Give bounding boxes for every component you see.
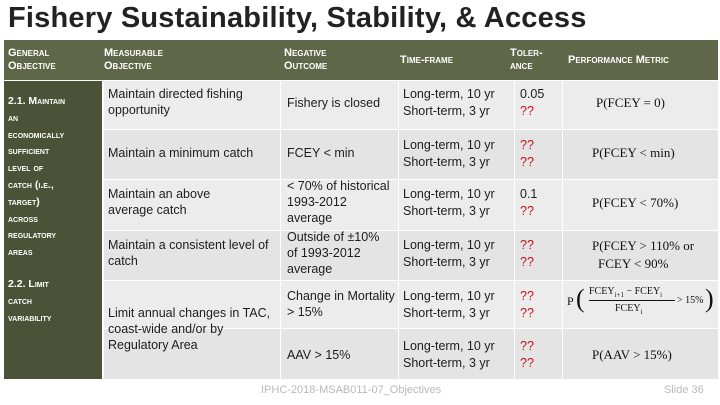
header-general-objective: General Objective xyxy=(8,47,56,72)
header-performance-metric: Performance Metric xyxy=(568,53,669,66)
tolerance-3: 0.1?? xyxy=(520,187,538,218)
general-objective-2-1: 2.1. Maintain an economically sufficient… xyxy=(8,95,66,259)
performance-metric-6: P(AAV > 15%) xyxy=(592,347,672,362)
performance-metric-1: P(FCEY = 0) xyxy=(596,95,665,110)
negative-outcome-3: < 70% of historical 1993-2012 average xyxy=(287,179,390,225)
general-objective-2-2: 2.2. Limit catch variability xyxy=(8,278,52,324)
performance-metric-5: P ( FCEYi+1 − FCEYi FCEYi > 15% ) xyxy=(567,284,714,317)
header-time-frame: Time-frame xyxy=(400,53,454,66)
footer-slide-number: Slide 36 xyxy=(664,384,704,396)
performance-metric-4: P(FCEY > 110% or FCEY < 90% xyxy=(592,238,695,271)
row-band-3 xyxy=(104,179,718,230)
time-frame-2: Long-term, 10 yr Short-term, 3 yr xyxy=(403,138,495,169)
footer-document-id: IPHC-2018-MSAB011-07_Objectives xyxy=(261,384,442,396)
tolerance-2: ???? xyxy=(520,138,534,169)
time-frame-5: Long-term, 10 yr Short-term, 3 yr xyxy=(403,289,495,320)
header-tolerance: Toler-ance xyxy=(510,47,543,72)
time-frame-3: Long-term, 10 yr Short-term, 3 yr xyxy=(403,187,495,218)
negative-outcome-4: Outside of ±10% of 1993-2012 average xyxy=(287,230,380,276)
tolerance-5: ???? xyxy=(520,289,534,320)
general-objective-column: 2.1. Maintain an economically sufficient… xyxy=(4,81,102,379)
negative-outcome-6: AAV > 15% xyxy=(287,348,351,362)
time-frame-4: Long-term, 10 yr Short-term, 3 yr xyxy=(403,238,495,269)
negative-outcome-1: Fishery is closed xyxy=(287,96,381,110)
tolerance-6: ???? xyxy=(520,339,534,370)
measurable-objective-5: Limit annual changes in TAC, coast-wide … xyxy=(108,306,271,352)
tolerance-1: 0.05?? xyxy=(520,87,545,118)
measurable-objective-4: Maintain a consistent level of catch xyxy=(108,238,269,268)
row-band-1 xyxy=(104,81,718,129)
tolerance-4: ???? xyxy=(520,238,534,269)
negative-outcome-5: Change in Mortality > 15% xyxy=(287,289,395,319)
performance-metric-3: P(FCEY < 70%) xyxy=(592,195,679,210)
negative-outcome-2: FCEY < min xyxy=(287,146,355,160)
time-frame-6: Long-term, 10 yr Short-term, 3 yr xyxy=(403,339,495,370)
slide-title: Fishery Sustainability, Stability, & Acc… xyxy=(8,2,587,34)
measurable-objective-3: Maintain an above average catch xyxy=(108,187,211,217)
measurable-objective-1: Maintain directed fishing opportunity xyxy=(108,87,243,117)
performance-metric-2: P(FCEY < min) xyxy=(592,145,675,160)
header-measurable-objective: Measurable Objective xyxy=(104,47,163,72)
measurable-objective-2: Maintain a minimum catch xyxy=(108,146,254,160)
table-header-row: General Objective Measurable Objective Neg… xyxy=(4,40,718,80)
time-frame-1: Long-term, 10 yr Short-term, 3 yr xyxy=(403,87,495,118)
header-negative-outcome: Negative Outcome xyxy=(284,47,328,72)
row-band-5 xyxy=(104,280,718,328)
